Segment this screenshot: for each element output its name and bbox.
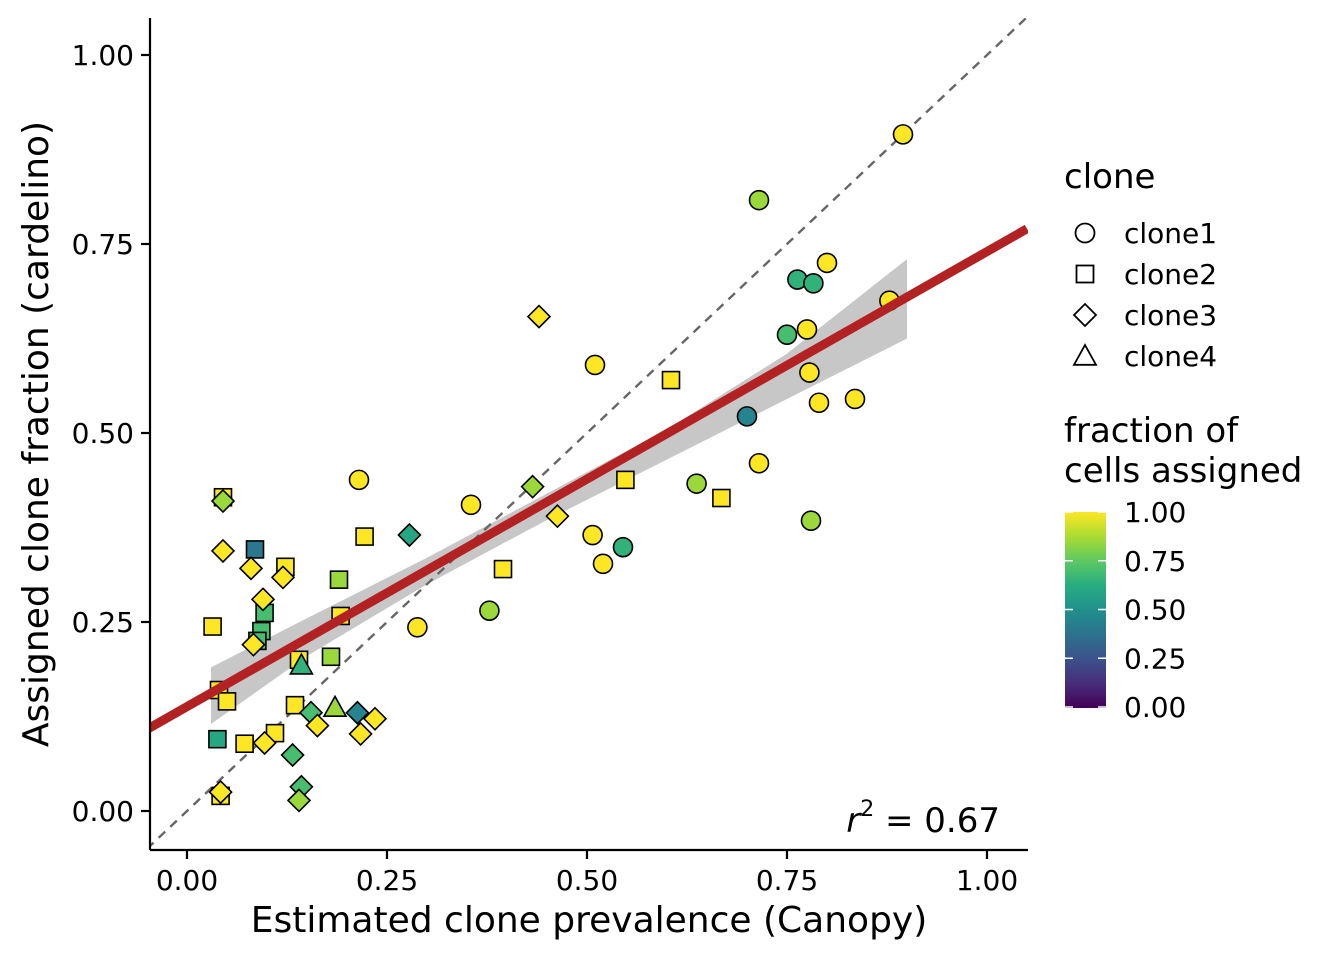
- y-tick-label: 0.25: [72, 606, 134, 639]
- legend-label-clone1: clone1: [1124, 217, 1217, 250]
- data-point-square: [217, 692, 237, 711]
- data-point-circle: [686, 473, 707, 494]
- legend-key-clone3: [1072, 302, 1098, 328]
- legend: clone clone1 clone2 clone3 clone4 fraction …: [1064, 157, 1302, 724]
- x-tick-label: 0.75: [756, 864, 818, 897]
- data-point-diamond: [252, 730, 277, 756]
- y-tick-label: 0.50: [72, 417, 134, 450]
- data-point-diamond: [286, 788, 312, 813]
- colorbar-tick-label: 0.00: [1124, 691, 1186, 724]
- x-tick-label: 1.00: [956, 864, 1018, 897]
- data-point-diamond: [520, 474, 545, 499]
- r-superscript: 2: [860, 797, 874, 822]
- legend-key-clone1: [1074, 222, 1096, 244]
- legend-key-clone4: [1072, 343, 1098, 366]
- data-point-square: [285, 695, 305, 715]
- data-point-circle: [776, 324, 798, 346]
- data-point-circle: [612, 536, 634, 558]
- x-tick-label: 0.25: [356, 864, 418, 897]
- data-point-circle: [748, 189, 770, 211]
- color-legend-title-line2: cells assigned: [1064, 451, 1302, 491]
- data-point-square: [329, 570, 349, 589]
- data-point-square: [355, 527, 374, 546]
- data-point-circle: [796, 319, 818, 340]
- data-point-diamond: [545, 504, 570, 529]
- data-point-square: [203, 617, 222, 636]
- points-layer: [203, 124, 914, 813]
- data-point-square: [321, 647, 341, 667]
- data-point-circle: [479, 600, 500, 621]
- y-axis-title: Assigned clone fraction (cardelino): [16, 121, 57, 747]
- r-squared-annotation: r2 = 0.67: [846, 797, 1000, 841]
- data-point-diamond: [397, 522, 422, 548]
- data-point-circle: [407, 616, 428, 638]
- data-point-square: [616, 470, 635, 490]
- regression-line: [150, 224, 1028, 733]
- data-point-diamond: [345, 700, 370, 725]
- data-point-circle: [816, 252, 838, 274]
- data-point-circle: [803, 273, 824, 294]
- data-point-diamond: [210, 538, 236, 564]
- data-point-diamond: [238, 556, 264, 581]
- data-point-diamond: [241, 632, 266, 657]
- x-axis-title: Estimated clone prevalence (Canopy): [251, 900, 928, 941]
- data-point-diamond: [526, 304, 552, 329]
- data-point-circle: [844, 388, 866, 410]
- r-symbol: r: [846, 801, 862, 841]
- r-value: = 0.67: [874, 801, 1000, 841]
- colorbar-tick-label: 0.75: [1124, 545, 1186, 578]
- y-ticks: 0.00 0.25 0.50 0.75 1.00: [72, 39, 150, 828]
- data-point-diamond: [250, 587, 276, 612]
- data-point-square: [712, 488, 731, 508]
- colorbar-tick-label: 0.50: [1124, 594, 1186, 627]
- data-point-diamond: [270, 565, 296, 590]
- colorbar-tick-label: 0.25: [1124, 642, 1186, 675]
- y-tick-label: 0.75: [72, 228, 134, 261]
- plot-area: [150, 18, 1028, 848]
- data-point-circle: [460, 494, 482, 516]
- shape-legend-items: clone1 clone2 clone3 clone4: [1072, 217, 1217, 373]
- data-point-triangle: [322, 694, 348, 718]
- identity-line: [150, 18, 1028, 848]
- legend-key-clone2: [1075, 264, 1095, 284]
- data-point-diamond: [348, 721, 373, 747]
- data-point-diamond: [208, 779, 233, 805]
- x-ticks: 0.00 0.25 0.50 0.75 1.00: [156, 850, 1018, 897]
- color-legend-title-line1: fraction of: [1064, 411, 1239, 451]
- data-point-circle: [592, 553, 614, 575]
- data-point-circle: [736, 406, 758, 427]
- data-point-triangle: [289, 652, 314, 675]
- data-point-circle: [799, 362, 820, 383]
- data-point-circle: [348, 469, 370, 491]
- y-tick-label: 0.00: [72, 795, 134, 828]
- data-point-circle: [808, 392, 830, 414]
- data-point-circle: [584, 354, 606, 376]
- data-point-diamond: [280, 742, 305, 768]
- shape-legend-title: clone: [1064, 157, 1155, 197]
- data-point-square: [235, 734, 254, 754]
- data-point-diamond: [305, 713, 330, 738]
- axes: 0.00 0.25 0.50 0.75 1.00 0.00 0.25 0.50 0.75 1.0…: [72, 18, 1028, 897]
- data-point-circle: [582, 524, 603, 546]
- data-point-circle: [800, 510, 822, 531]
- colorbar-tick-label: 1.00: [1124, 496, 1186, 529]
- data-point-diamond: [210, 488, 236, 514]
- data-point-diamond: [362, 706, 388, 731]
- data-point-circle: [892, 124, 914, 145]
- data-point-square: [493, 559, 513, 579]
- data-point-circle: [748, 452, 770, 474]
- data-point-square: [661, 370, 681, 390]
- x-tick-label: 0.50: [556, 864, 618, 897]
- colorbar-ticks: 0.00 0.25 0.50 0.75 1.00: [1065, 496, 1186, 724]
- legend-label-clone3: clone3: [1124, 299, 1217, 332]
- legend-label-clone2: clone2: [1124, 258, 1217, 291]
- x-tick-label: 0.00: [156, 864, 218, 897]
- data-point-square: [245, 540, 265, 559]
- y-tick-label: 1.00: [72, 39, 134, 72]
- legend-label-clone4: clone4: [1124, 340, 1217, 373]
- data-point-square: [208, 729, 227, 749]
